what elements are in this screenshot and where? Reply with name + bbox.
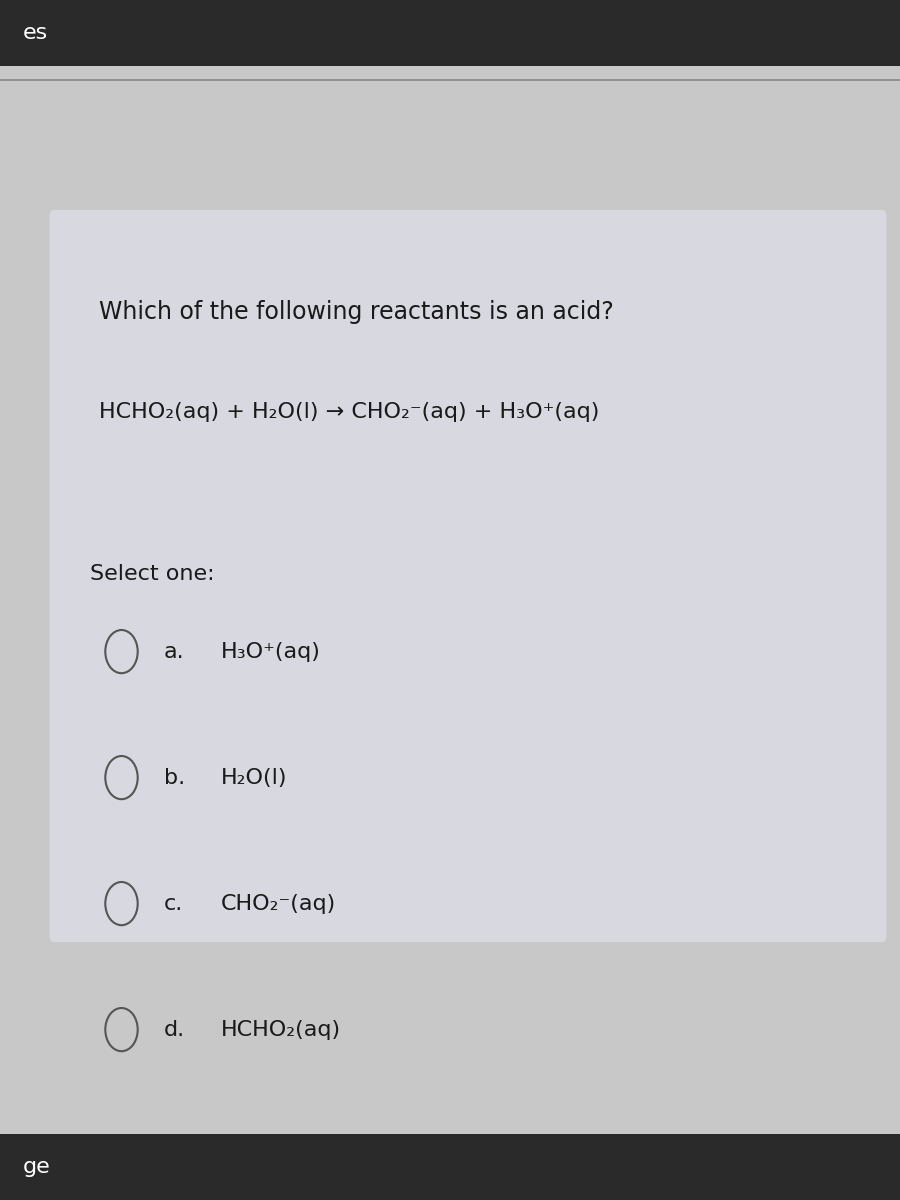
Text: HCHO₂(aq): HCHO₂(aq) xyxy=(220,1020,340,1039)
Text: Select one:: Select one: xyxy=(90,564,214,584)
FancyBboxPatch shape xyxy=(0,0,900,66)
Text: b.: b. xyxy=(164,768,184,787)
FancyBboxPatch shape xyxy=(50,210,886,942)
Text: Which of the following reactants is an acid?: Which of the following reactants is an a… xyxy=(99,300,614,324)
Text: CHO₂⁻(aq): CHO₂⁻(aq) xyxy=(220,894,336,913)
Text: es: es xyxy=(22,23,48,43)
Text: ge: ge xyxy=(22,1157,50,1177)
Text: a.: a. xyxy=(164,642,184,661)
FancyBboxPatch shape xyxy=(0,1134,900,1200)
Text: HCHO₂(aq) + H₂O(l) → CHO₂⁻(aq) + H₃O⁺(aq): HCHO₂(aq) + H₂O(l) → CHO₂⁻(aq) + H₃O⁺(aq… xyxy=(99,402,599,422)
Text: H₃O⁺(aq): H₃O⁺(aq) xyxy=(220,642,320,661)
Text: d.: d. xyxy=(164,1020,184,1039)
Text: c.: c. xyxy=(164,894,183,913)
Text: H₂O(l): H₂O(l) xyxy=(220,768,287,787)
